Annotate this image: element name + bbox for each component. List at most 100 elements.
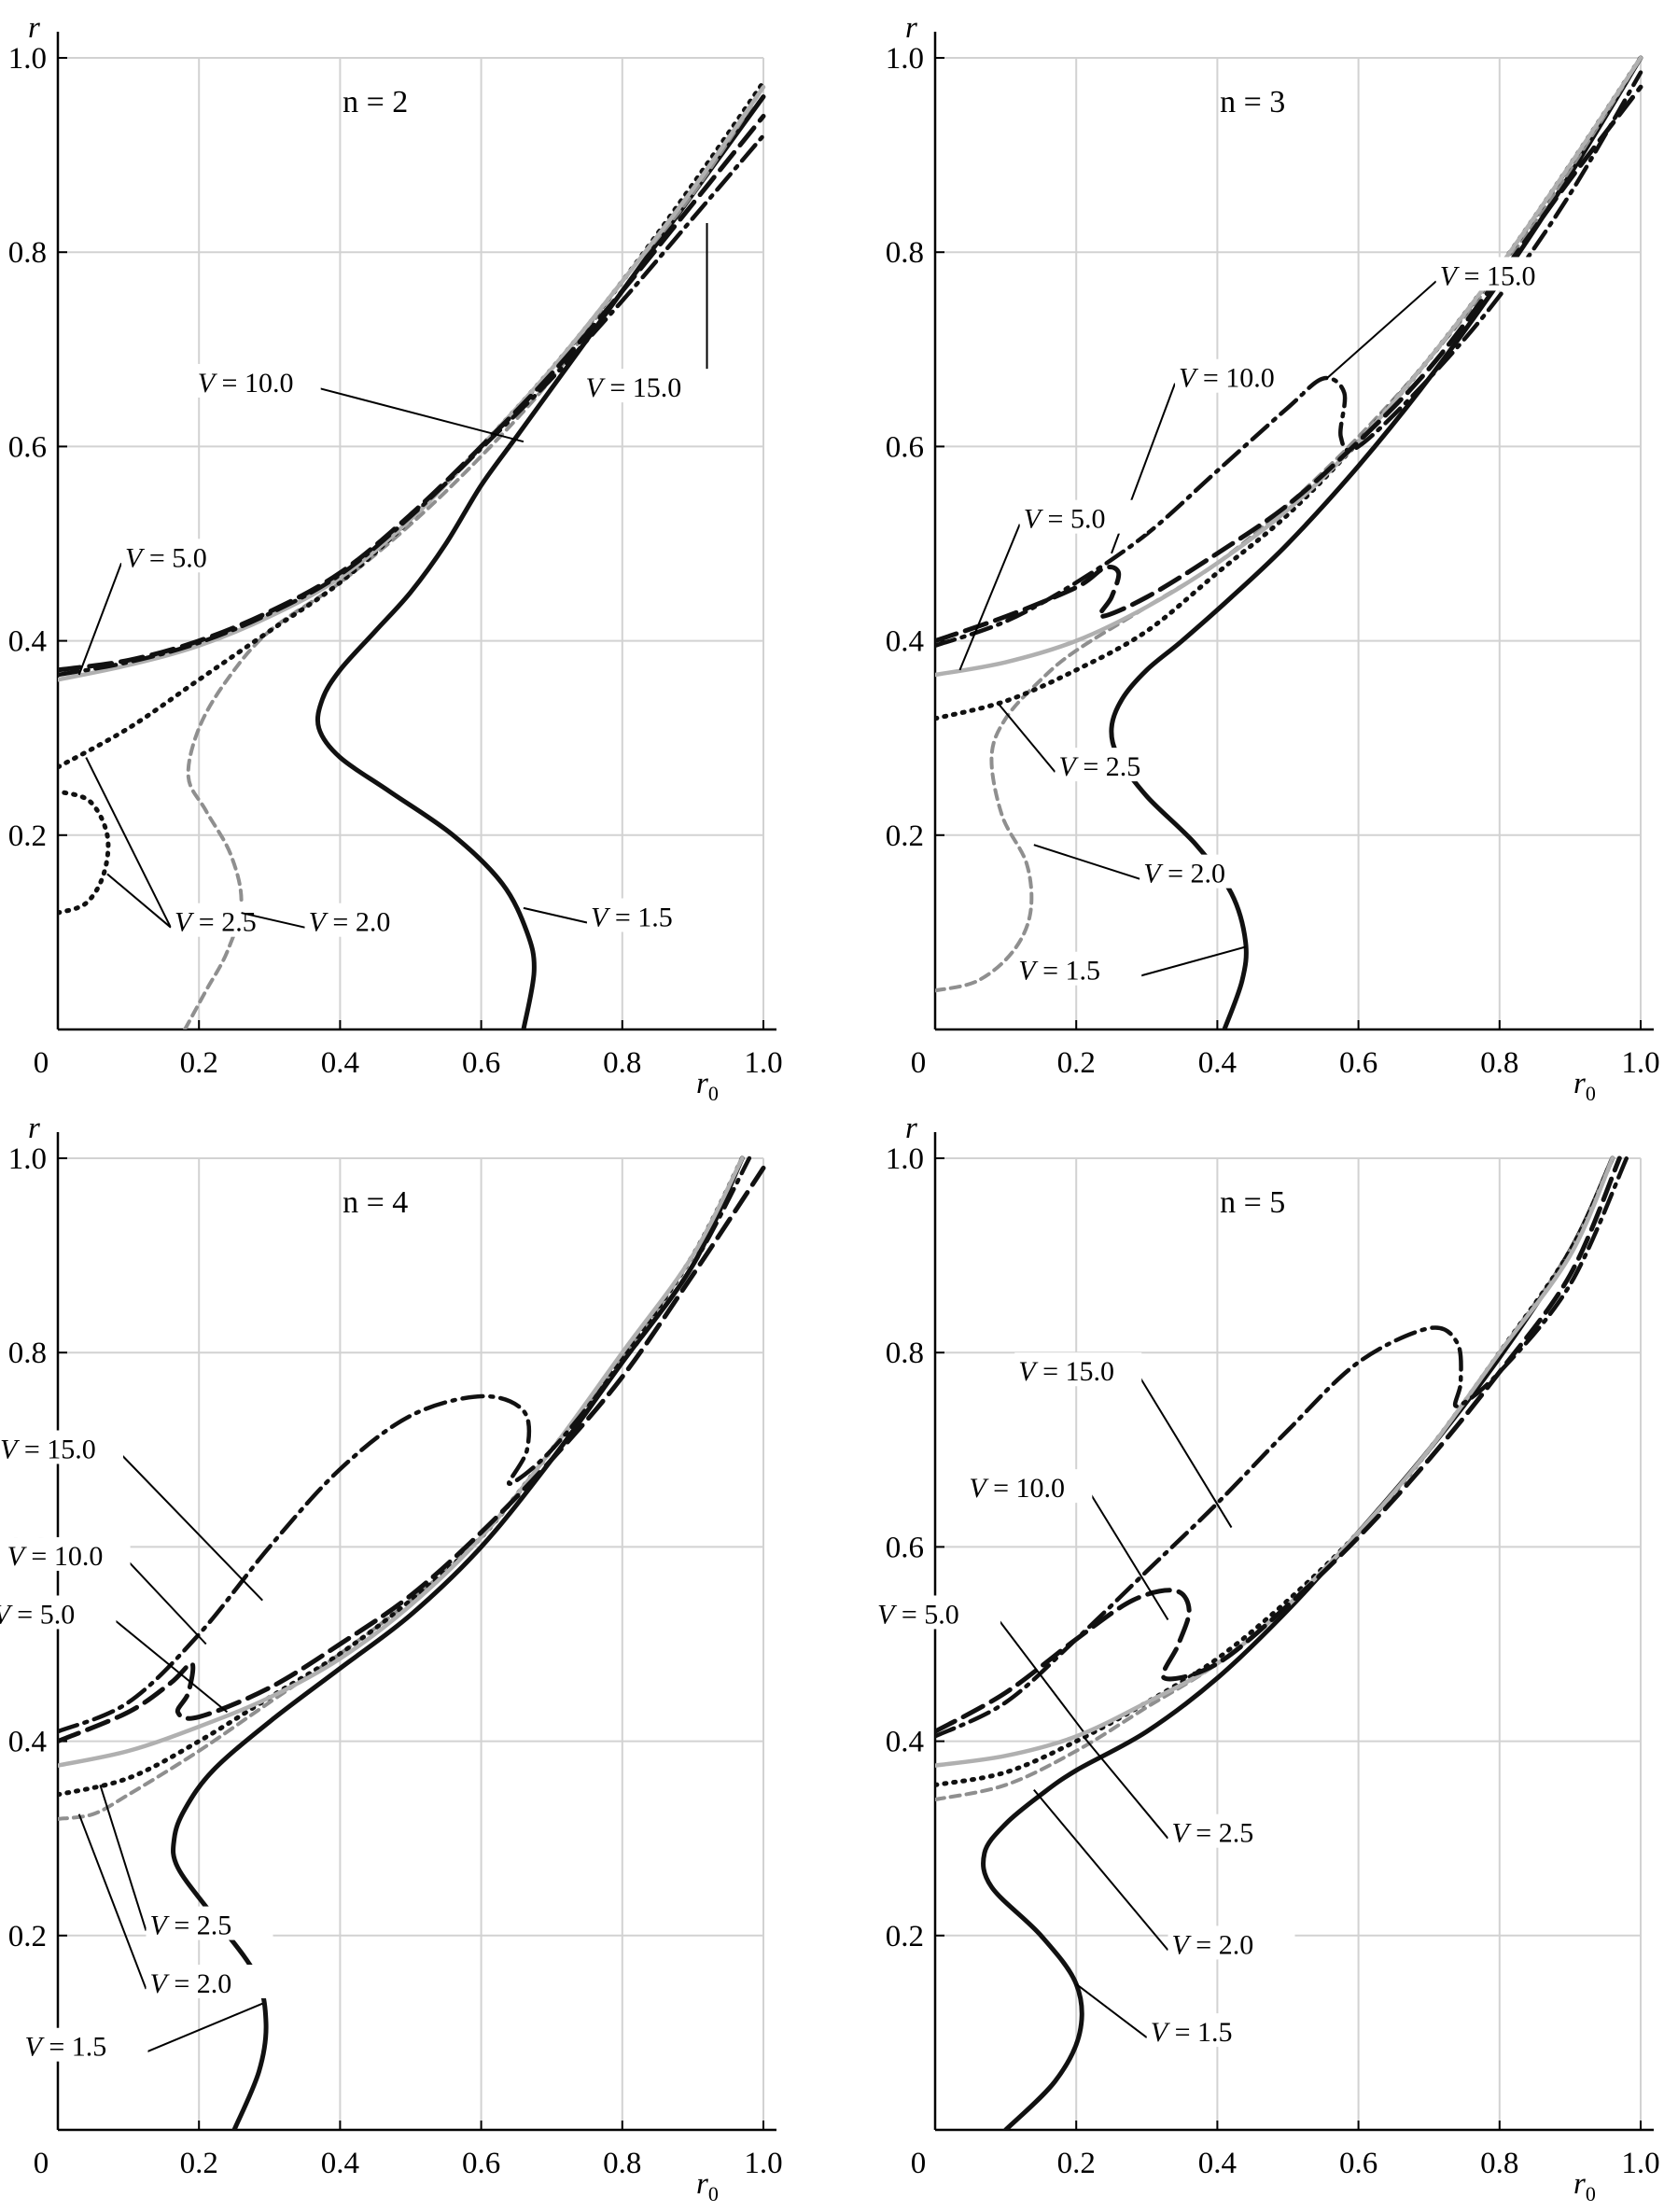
annotation-bg	[1019, 499, 1147, 534]
annotation-leader	[77, 562, 122, 676]
series-line	[58, 133, 766, 678]
annotation-label: V = 15.0	[1440, 260, 1536, 291]
series-group	[935, 1155, 1629, 2130]
x-axis-title: r0	[1573, 2167, 1596, 2205]
annotation-leader	[998, 703, 1056, 773]
x-tick-label: 0.4	[1198, 1046, 1237, 1080]
annotation-label: V = 5.0	[125, 542, 207, 573]
x-axis-title: r0	[1573, 1067, 1596, 1105]
annotation-bg	[1168, 1813, 1295, 1848]
annotation-label: V = 5.0	[877, 1599, 959, 1630]
annotation-leader	[1089, 1492, 1169, 1620]
y-tick-label: 0.8	[886, 236, 924, 270]
annotation-bg	[0, 1595, 117, 1630]
y-tick-label: 0.8	[886, 1337, 924, 1370]
annotation-bg	[1014, 951, 1142, 986]
annotation-bg	[170, 903, 298, 937]
annotation-label: V = 2.5	[1059, 751, 1141, 782]
y-tick-label: 1.0	[886, 1142, 924, 1176]
y-tick-label: 0.6	[886, 430, 924, 464]
series-line	[315, 94, 766, 1029]
y-tick-label: 0.2	[886, 819, 924, 853]
annotation-leader	[1139, 1376, 1233, 1529]
x-tick-label: 0.8	[1480, 1046, 1518, 1080]
annotation-bg	[146, 1906, 273, 1940]
annotation-label: V = 5.0	[0, 1599, 75, 1630]
series-line	[58, 1165, 766, 1744]
annotation-label: V = 10.0	[198, 368, 294, 399]
y-tick-label: 0.8	[8, 236, 47, 270]
annotation-label: V = 10.0	[969, 1473, 1065, 1504]
annotation-bg	[965, 1469, 1093, 1504]
annotation-bg	[587, 898, 714, 932]
x-tick-label: 0	[34, 2147, 49, 2180]
x-tick-label: 0.6	[462, 1046, 500, 1080]
annotation-label: V = 2.0	[1171, 1929, 1253, 1960]
series-line	[935, 70, 1643, 649]
annotation-bg	[3, 1537, 131, 1572]
annotation-leader	[1033, 844, 1140, 880]
x-axis-title: r0	[696, 1067, 719, 1105]
y-tick-label: 0.4	[8, 1726, 47, 1759]
x-tick-label: 0.2	[1057, 1046, 1096, 1080]
annotation-bg	[1146, 2013, 1274, 2048]
annotation-leader	[1075, 1983, 1148, 2038]
annotation-bg	[121, 539, 249, 573]
panel-title: n = 2	[343, 85, 408, 119]
annotation-label: V = 15.0	[1018, 1356, 1114, 1387]
y-tick-label: 0.2	[886, 1920, 924, 1953]
series-line	[58, 789, 111, 916]
y-tick-label: 1.0	[8, 42, 47, 76]
annotation-leader	[318, 386, 524, 443]
annotation-bg	[1175, 358, 1303, 393]
annotation-leader	[85, 757, 172, 929]
annotation-label: V = 2.5	[175, 907, 257, 938]
annotation-bg	[1435, 257, 1563, 291]
annotation-label: V = 2.5	[1171, 1818, 1253, 1849]
series-line	[935, 1155, 1622, 1734]
annotation-label: V = 1.5	[1151, 2017, 1233, 2048]
series-line	[935, 55, 1643, 678]
annotation-label: V = 2.5	[150, 1911, 232, 1941]
x-axis-title: r0	[696, 2167, 719, 2205]
annotation-leader	[127, 1561, 207, 1645]
series-line	[935, 1155, 1629, 1739]
y-axis-title: r	[28, 11, 40, 45]
annotation-label: V = 1.5	[25, 2032, 107, 2063]
series-line	[183, 85, 765, 1029]
x-tick-label: 0.2	[1057, 2147, 1096, 2180]
x-tick-label: 0	[911, 2147, 927, 2180]
series-line	[58, 79, 766, 770]
y-tick-label: 0.6	[886, 1531, 924, 1564]
annotation-label: V = 1.5	[591, 902, 673, 932]
annotation-bg	[1014, 1352, 1142, 1387]
annotation-label: V = 2.0	[1143, 859, 1225, 889]
series-line	[58, 1156, 745, 1821]
annotation-bg	[304, 903, 432, 937]
annotation-label: V = 10.0	[1179, 363, 1275, 394]
x-tick-label: 0.6	[1339, 1046, 1377, 1080]
annotation-label: V = 15.0	[586, 372, 682, 403]
x-tick-label: 1.0	[744, 2147, 782, 2180]
annotation-leader	[1139, 945, 1246, 977]
x-tick-label: 1.0	[1621, 2147, 1659, 2180]
x-tick-label: 0.6	[462, 2147, 500, 2180]
y-tick-label: 0.2	[8, 819, 47, 853]
annotation-label: V = 1.5	[1018, 956, 1100, 987]
x-tick-label: 0.8	[603, 2147, 641, 2180]
annotation-label: V = 2.0	[150, 1968, 232, 1999]
x-tick-label: 0.6	[1339, 2147, 1377, 2180]
annotation-label: V = 5.0	[1024, 504, 1106, 535]
annotation-leader	[998, 1618, 1084, 1732]
y-tick-label: 0.6	[8, 430, 47, 464]
x-tick-label: 1.0	[744, 1046, 782, 1080]
y-axis-title: r	[28, 1112, 40, 1145]
annotation-leader	[1082, 1735, 1169, 1840]
panel-title: n = 5	[1220, 1185, 1285, 1220]
x-tick-label: 0.4	[321, 2147, 359, 2180]
y-axis-title: r	[905, 1112, 917, 1145]
annotation-bg	[193, 363, 321, 398]
series-line	[58, 1155, 745, 1798]
